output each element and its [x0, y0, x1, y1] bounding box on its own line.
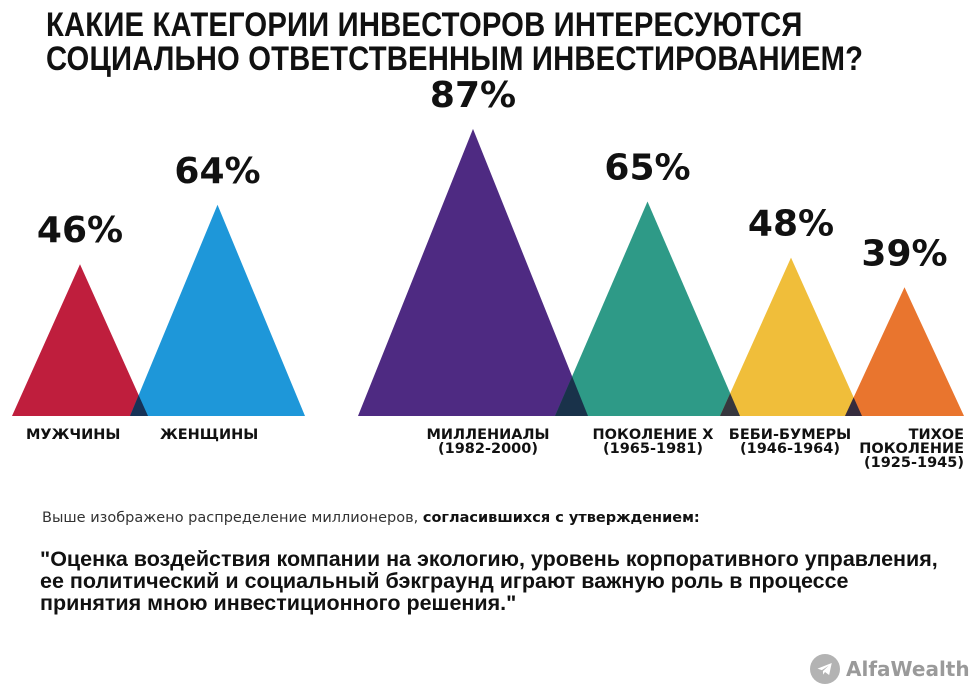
- category-label-женщины: ЖЕНЩИНЫ: [160, 427, 258, 443]
- chart-title: КАКИЕ КАТЕГОРИИ ИНВЕСТОРОВ ИНТЕРЕСУЮТСЯ …: [46, 6, 864, 78]
- value-label-беби-бумеры: 48%: [748, 204, 834, 245]
- caption-text: Выше изображено распределение миллионеро…: [42, 510, 423, 526]
- value-label-женщины: 64%: [174, 151, 260, 192]
- triangle-мужчины: [12, 264, 148, 416]
- overlap-region: [845, 397, 862, 416]
- overlap-region: [555, 376, 588, 416]
- triangle-поколение-х: [555, 201, 740, 416]
- caption-bold-text: согласившихся с утверждением:: [422, 510, 700, 526]
- category-label-беби-бумеры: БЕБИ-БУМЕРЫ (1946-1964): [729, 427, 851, 457]
- triangle-беби-бумеры: [720, 257, 862, 416]
- category-label-мужчины: МУЖЧИНЫ: [26, 427, 120, 443]
- triangle-женщины: [130, 204, 305, 416]
- triangle-миллениалы: [358, 128, 588, 416]
- value-label-мужчины: 46%: [37, 210, 123, 251]
- category-label-миллениалы: МИЛЛЕНИАЛЫ (1982-2000): [426, 427, 549, 457]
- chart-title-line2: СОЦИАЛЬНО ОТВЕТСТВЕННЫМ ИНВЕСТИРОВАНИЕМ?: [46, 40, 864, 78]
- quote-line1: "Оценка воздействия компании на экологию…: [40, 547, 938, 571]
- chart-title-line1: КАКИЕ КАТЕГОРИИ ИНВЕСТОРОВ ИНТЕРЕСУЮТСЯ: [46, 6, 803, 44]
- brand-name: AlfaWealth: [846, 657, 970, 681]
- value-label-миллениалы: 87%: [430, 75, 516, 116]
- quote: "Оценка воздействия компании на экологию…: [40, 548, 970, 614]
- category-label-тихое-поколение: ТИХОЕ ПОКОЛЕНИЕ (1925-1945): [859, 427, 964, 471]
- category-label-поколение-х: ПОКОЛЕНИЕ Х (1965-1981): [593, 427, 714, 457]
- telegram-icon: [810, 654, 840, 684]
- quote-line2: ее политический и социальный бэкграунд и…: [40, 569, 849, 593]
- brand-logo: AlfaWealth: [810, 654, 970, 684]
- value-label-тихое-поколение: 39%: [861, 233, 947, 274]
- overlap-region: [130, 395, 148, 416]
- overlap-region: [720, 393, 740, 416]
- triangle-chart: 46% 64% 87% 65% 48% 39% МУЖЧИНЫ ЖЕНЩИНЫ МИЛЛЕНИА…: [12, 75, 964, 471]
- triangle-тихое-поколение: [845, 287, 964, 416]
- caption: Выше изображено распределение миллионеро…: [42, 510, 700, 526]
- quote-line3: принятия мною инвестиционного решения.": [40, 591, 517, 615]
- value-label-поколение-х: 65%: [604, 148, 690, 189]
